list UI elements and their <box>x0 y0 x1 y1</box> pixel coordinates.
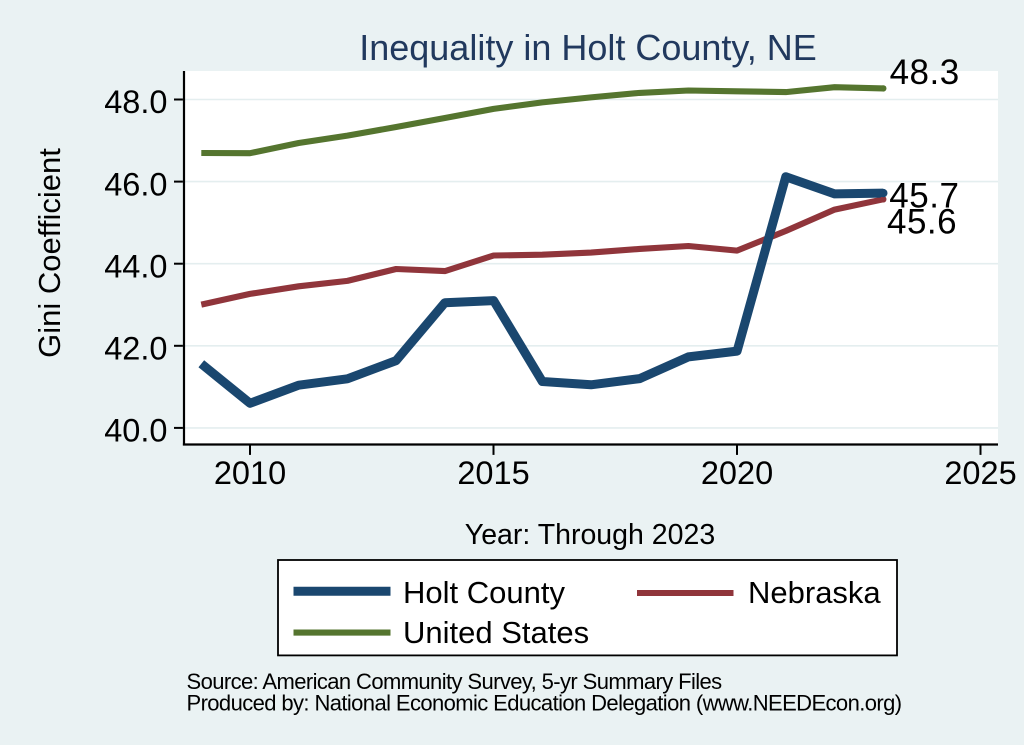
svg-text:2015: 2015 <box>457 455 529 491</box>
svg-text:Produced by: National Economic: Produced by: National Economic Education… <box>187 691 902 716</box>
svg-text:Nebraska: Nebraska <box>748 575 881 610</box>
svg-text:40.0: 40.0 <box>104 413 167 449</box>
svg-text:46.0: 46.0 <box>104 166 167 202</box>
svg-text:44.0: 44.0 <box>104 248 167 284</box>
svg-text:45.6: 45.6 <box>887 203 957 242</box>
svg-text:48.0: 48.0 <box>104 84 167 120</box>
svg-text:42.0: 42.0 <box>104 331 167 367</box>
svg-text:2020: 2020 <box>701 455 773 491</box>
svg-text:Inequality in Holt County, NE: Inequality in Holt County, NE <box>359 27 817 68</box>
svg-text:2010: 2010 <box>214 455 286 491</box>
svg-text:Year: Through 2023: Year: Through 2023 <box>465 519 715 551</box>
svg-text:45.7: 45.7 <box>889 177 959 216</box>
svg-text:Holt County: Holt County <box>403 575 565 610</box>
svg-text:United States: United States <box>403 615 589 650</box>
svg-text:Source: American Community Sur: Source: American Community Survey, 5-yr … <box>187 669 723 694</box>
svg-text:Gini Coefficient: Gini Coefficient <box>32 148 67 358</box>
svg-text:2025: 2025 <box>944 455 1016 491</box>
svg-text:48.3: 48.3 <box>890 53 960 92</box>
